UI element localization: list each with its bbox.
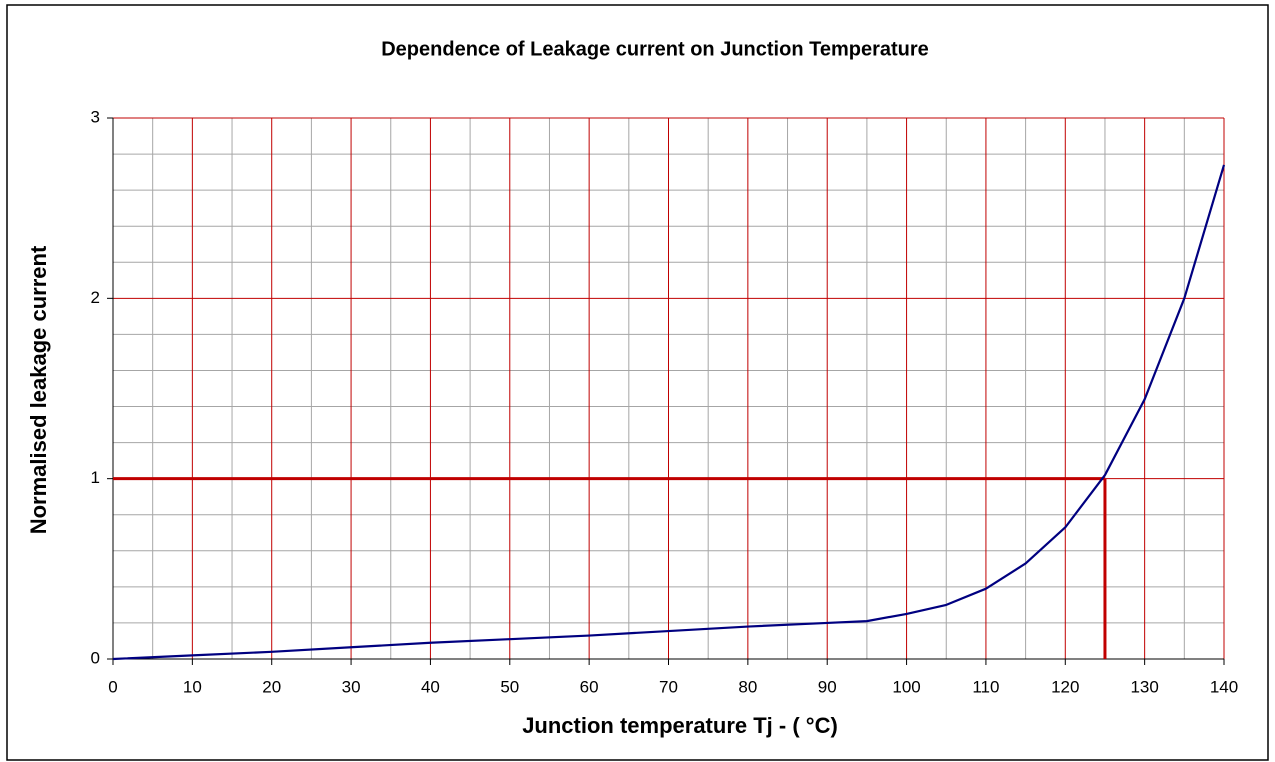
x-tick-label: 60 — [580, 677, 599, 696]
x-axis-label: Junction temperature Tj - ( °C) — [522, 713, 838, 738]
x-tick-label: 80 — [738, 677, 757, 696]
x-tick-label: 70 — [659, 677, 678, 696]
y-axis-label: Normalised leakage current — [26, 245, 51, 534]
x-tick-label: 140 — [1210, 677, 1238, 696]
x-tick-label: 120 — [1051, 677, 1079, 696]
y-tick-label: 3 — [91, 107, 100, 126]
x-tick-label: 20 — [262, 677, 281, 696]
y-tick-label: 0 — [91, 648, 100, 667]
x-tick-label: 30 — [342, 677, 361, 696]
chart-title: Dependence of Leakage current on Junctio… — [381, 38, 929, 60]
x-tick-label: 110 — [972, 677, 999, 696]
x-tick-label: 10 — [183, 677, 202, 696]
y-tick-label: 1 — [91, 468, 100, 487]
x-tick-label: 40 — [421, 677, 440, 696]
x-tick-label: 130 — [1130, 677, 1158, 696]
y-tick-label: 2 — [91, 288, 100, 307]
line-series — [112, 164, 1226, 661]
x-tick-label: 0 — [108, 677, 117, 696]
x-tick-label: 100 — [892, 677, 920, 696]
chart-border — [6, 4, 1269, 761]
x-tick-label: 50 — [500, 677, 519, 696]
x-tick-label: 90 — [818, 677, 837, 696]
